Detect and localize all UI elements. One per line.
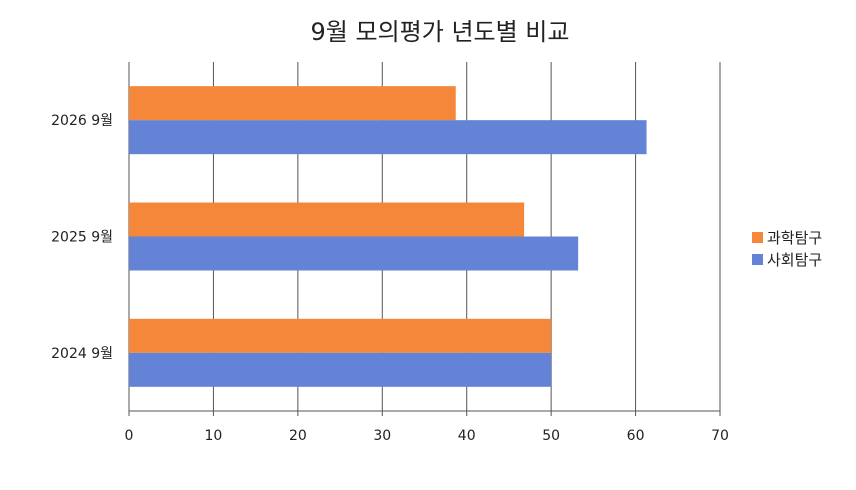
axes: 0 10 20 30 40 50 60 70 2024 9월 2025 9월 2026 9월: [51, 113, 729, 444]
legend-swatch: [752, 254, 763, 265]
y-category-label: 2024 9월: [51, 346, 113, 362]
chart-title: 9월 모의평가 년도별 비교: [311, 18, 570, 46]
legend-label: 사회탐구: [767, 251, 822, 269]
bar-science: [129, 318, 552, 353]
bar-social: [129, 236, 579, 271]
bar-science: [129, 202, 525, 237]
legend-swatch: [752, 232, 763, 243]
x-tick-label: 30: [373, 428, 391, 444]
bar-science: [129, 86, 456, 121]
x-tick-label: 70: [711, 428, 729, 444]
bar-social: [129, 120, 647, 155]
x-tick-label: 60: [627, 428, 645, 444]
legend-label: 과학탐구: [767, 229, 822, 247]
y-category-label: 2026 9월: [51, 113, 113, 129]
x-tick-label: 50: [542, 428, 560, 444]
x-tick-label: 40: [458, 428, 476, 444]
y-category-label: 2025 9월: [51, 230, 113, 246]
x-tick-label: 0: [125, 428, 134, 444]
x-tick-label: 20: [289, 428, 307, 444]
bars: [129, 86, 647, 387]
x-tick-label: 10: [205, 428, 223, 444]
bar-social: [129, 352, 552, 387]
